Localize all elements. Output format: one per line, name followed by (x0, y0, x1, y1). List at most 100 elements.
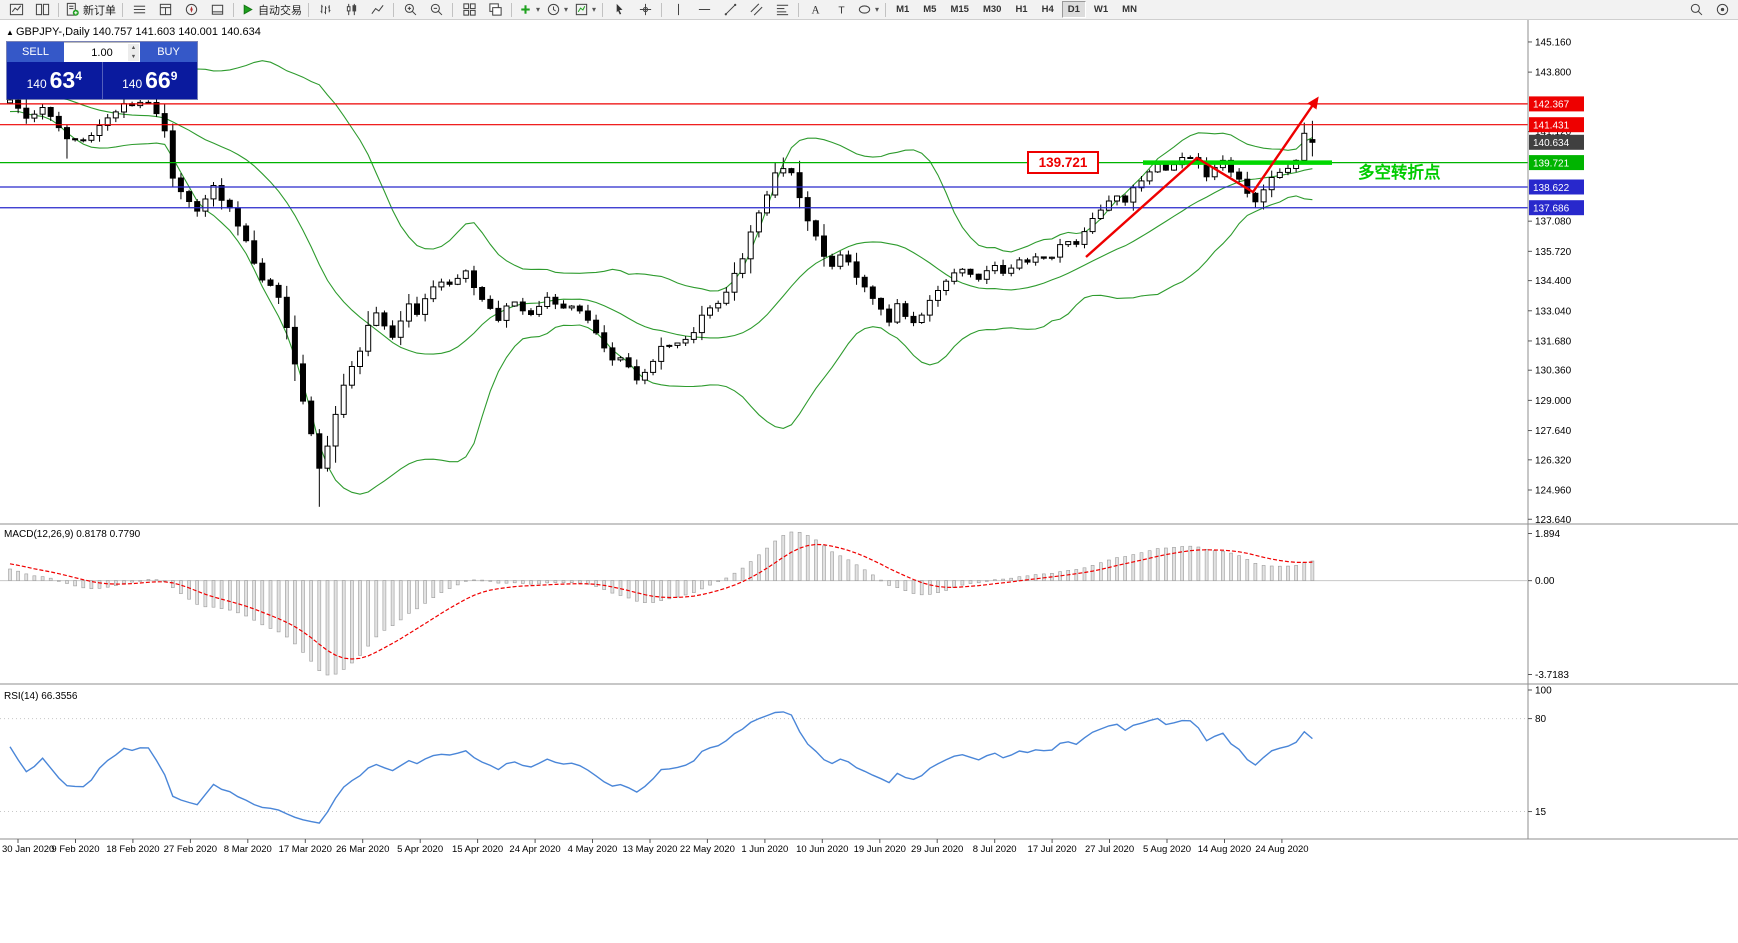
svg-text:A: A (811, 5, 820, 17)
cascade-windows-button[interactable] (482, 0, 508, 19)
profiles-button[interactable] (29, 0, 55, 19)
price-callout-text[interactable]: 139.721 (1039, 155, 1088, 170)
sell-price-main: 140 (26, 77, 47, 91)
price-level-box (1529, 134, 1584, 150)
cursor-button[interactable] (606, 0, 632, 19)
macd-histogram-bar (48, 577, 53, 581)
data-window-button[interactable] (152, 0, 178, 19)
macd-histogram-bar (944, 580, 948, 591)
macd-histogram-bar (1310, 560, 1315, 581)
new-order-button[interactable]: 新订单 (62, 0, 119, 19)
templates-button[interactable]: ▾ (571, 0, 599, 19)
candlestick-chart-button[interactable] (338, 0, 364, 19)
macd-histogram-bar (407, 580, 411, 614)
trendline-button[interactable] (717, 0, 743, 19)
price-callout-box[interactable] (1027, 151, 1099, 174)
macd-histogram-bar (171, 580, 175, 588)
timeframe-d1-button[interactable]: D1 (1061, 1, 1086, 18)
autotrading-play-icon (243, 4, 253, 15)
price-tick-label: 129.000 (1535, 396, 1572, 407)
toolbar-separator (661, 2, 663, 17)
label-button[interactable]: T (828, 0, 854, 19)
sell-button[interactable]: SELL (7, 42, 64, 62)
timeframe-m1-button[interactable]: M1 (896, 4, 910, 15)
terminal-button[interactable] (204, 0, 230, 19)
price-tick-label: 143.800 (1535, 68, 1572, 79)
macd-histogram-bar (154, 579, 159, 582)
macd-histogram-bar (89, 580, 94, 589)
price-tick-label: 131.680 (1535, 336, 1572, 347)
macd-histogram-bar (984, 580, 989, 582)
macd-histogram-bar (276, 580, 281, 633)
timeframe-h4-button[interactable]: H4 (1041, 4, 1054, 15)
timeframe-w1-button[interactable]: W1 (1093, 4, 1109, 15)
fibonacci-button[interactable] (769, 0, 795, 19)
date-label: 17 Mar 2020 (279, 844, 332, 855)
buy-price-display[interactable]: 140 66 9 (101, 62, 198, 99)
one-click-toggle-icon[interactable]: ▲ (6, 28, 14, 37)
shapes-button[interactable]: ▾ (854, 0, 882, 19)
text-button[interactable]: A (802, 0, 828, 19)
volume-value[interactable]: 1.00 (91, 46, 113, 59)
toolbar-separator (308, 2, 309, 17)
date-label: 1 Jun 2020 (741, 844, 788, 855)
one-click-trading-panel: SELL 1.00 ▲ ▼ BUY 140 63 4 140 66 9 (7, 42, 197, 99)
sell-price-display[interactable]: 140 63 4 (7, 62, 102, 99)
macd-histogram-bar (252, 580, 256, 621)
tile-windows-button[interactable] (456, 0, 482, 19)
macd-histogram-bar (773, 540, 778, 582)
macd-histogram-bar (919, 580, 924, 596)
macd-histogram-bar (520, 580, 525, 584)
line-chart-button[interactable] (364, 0, 390, 19)
volume-up-icon[interactable]: ▲ (130, 45, 137, 51)
channel-button[interactable] (743, 0, 769, 19)
timeframe-m5-button[interactable]: M5 (923, 4, 937, 15)
turning-point-annotation[interactable]: 多空转折点 (1358, 162, 1441, 182)
macd-histogram-bar (317, 580, 322, 671)
date-label: 29 Jun 2020 (911, 844, 963, 855)
date-label: 30 Jan 2020 (2, 844, 54, 855)
macd-histogram-bar (1131, 554, 1136, 581)
macd-histogram-bar (284, 580, 289, 638)
macd-histogram-bar (73, 580, 77, 587)
price-tick-label: 145.160 (1535, 37, 1572, 48)
volume-spinner[interactable]: ▲ ▼ (128, 44, 139, 61)
new-chart-button[interactable] (3, 0, 29, 19)
price-axis[interactable]: 145.160 143.800 141.120 137.080 135.720 134.4… (1528, 37, 1584, 526)
dropdown-arrow-icon: ▾ (564, 5, 569, 14)
navigator-button[interactable] (178, 0, 204, 19)
channel-tool-icon (750, 3, 763, 16)
search-button[interactable] (1683, 0, 1709, 19)
periods-button[interactable]: ▾ (543, 0, 571, 19)
zoom-in-button[interactable] (397, 0, 423, 19)
date-label: 5 Apr 2020 (397, 844, 443, 855)
vertical-line-button[interactable] (665, 0, 691, 19)
macd-histogram-bar (65, 580, 69, 584)
indicators-button[interactable]: ▾ (515, 0, 543, 19)
bar-chart-button[interactable] (312, 0, 338, 19)
timeframe-m15-button[interactable]: M15 (950, 4, 969, 15)
timeframe-h1-button[interactable]: H1 (1015, 4, 1028, 15)
volume-field[interactable]: 1.00 ▲ ▼ (64, 42, 140, 62)
horizontal-line-button[interactable] (691, 0, 717, 19)
indicators-add-icon (521, 5, 530, 14)
market-watch-button[interactable] (126, 0, 152, 19)
zoom-out-button[interactable] (423, 0, 449, 19)
crosshair-button[interactable] (632, 0, 658, 19)
trend-arrow[interactable] (1085, 96, 1319, 258)
price-level-box (1529, 200, 1584, 216)
community-button[interactable] (1709, 0, 1735, 19)
macd-histogram-bar (81, 580, 86, 589)
macd-histogram-bar (16, 570, 20, 582)
buy-button[interactable]: BUY (140, 42, 197, 62)
timeframe-mn-button[interactable]: MN (1122, 4, 1137, 15)
autotrading-button[interactable]: 自动交易 (237, 0, 305, 19)
timeframe-m30-button[interactable]: M30 (982, 4, 1002, 15)
macd-histogram-bar (431, 580, 436, 598)
volume-down-icon[interactable]: ▼ (130, 54, 137, 60)
buy-price-sub: 9 (170, 69, 178, 83)
macd-histogram-bar (1269, 565, 1274, 581)
